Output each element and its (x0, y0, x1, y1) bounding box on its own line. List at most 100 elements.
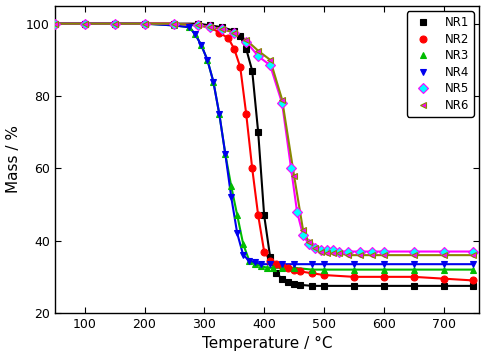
NR4 (228, 195, 234, 200)
NR4 (350, 262, 356, 266)
NR2 (285, 266, 290, 270)
NR4 (246, 258, 252, 263)
NR3 (222, 152, 228, 156)
NR4 (52, 21, 58, 26)
NR5 (82, 21, 88, 26)
NR2 (308, 271, 314, 275)
NR6 (300, 228, 305, 232)
NR6 (279, 97, 285, 102)
NR4 (252, 260, 257, 265)
NR1 (255, 130, 260, 134)
NR5 (469, 250, 475, 254)
NR5 (311, 246, 317, 250)
NR3 (111, 21, 117, 26)
NR1 (111, 21, 117, 26)
NR6 (52, 21, 58, 26)
NR5 (171, 21, 177, 26)
NR5 (318, 247, 323, 252)
NR1 (320, 284, 326, 288)
NR2 (320, 273, 326, 277)
NR5 (243, 40, 249, 44)
NR4 (469, 262, 475, 266)
NR3 (257, 264, 263, 268)
NR3 (228, 184, 234, 188)
NR2 (141, 21, 147, 26)
Line: NR4: NR4 (51, 20, 476, 268)
NR5 (329, 247, 335, 252)
NR1 (171, 21, 177, 26)
NR6 (219, 27, 225, 31)
NR5 (267, 63, 272, 67)
NR4 (440, 262, 446, 266)
NR3 (380, 267, 386, 272)
NR3 (210, 79, 216, 84)
NR6 (243, 38, 249, 42)
NR6 (255, 49, 260, 53)
NR1 (249, 69, 255, 73)
NR1 (308, 284, 314, 288)
NR4 (82, 21, 88, 26)
NR4 (279, 262, 285, 266)
NR6 (440, 253, 446, 257)
NR3 (290, 266, 296, 270)
NR1 (261, 213, 267, 217)
NR2 (52, 21, 58, 26)
NR2 (82, 21, 88, 26)
NR6 (267, 58, 272, 62)
NR3 (410, 267, 416, 272)
NR1 (52, 21, 58, 26)
NR2 (469, 278, 475, 283)
NR2 (207, 25, 213, 29)
NR6 (344, 253, 350, 257)
NR1 (410, 284, 416, 288)
NR1 (440, 284, 446, 288)
NR6 (380, 253, 386, 257)
NR5 (52, 21, 58, 26)
NR1 (350, 284, 356, 288)
NR4 (186, 25, 192, 29)
NR3 (440, 267, 446, 272)
NR3 (308, 267, 314, 272)
NR4 (308, 262, 314, 266)
Line: NR3: NR3 (51, 20, 476, 273)
NR3 (234, 213, 240, 217)
NR4 (410, 262, 416, 266)
NR2 (255, 213, 260, 217)
NR1 (469, 284, 475, 288)
NR6 (329, 251, 335, 256)
NR3 (350, 267, 356, 272)
NR3 (192, 32, 198, 37)
NR1 (279, 277, 285, 281)
NR2 (237, 65, 242, 69)
NR6 (368, 253, 374, 257)
NR1 (207, 23, 213, 27)
NR2 (440, 277, 446, 281)
NR2 (380, 275, 386, 279)
NR6 (82, 21, 88, 26)
NR3 (141, 21, 147, 26)
NR3 (216, 112, 222, 116)
NR4 (171, 23, 177, 27)
NR6 (231, 31, 237, 35)
NR6 (111, 21, 117, 26)
Line: NR5: NR5 (51, 20, 476, 255)
NR2 (279, 264, 285, 268)
NR5 (380, 250, 386, 254)
NR6 (305, 240, 311, 245)
NR6 (410, 253, 416, 257)
NR2 (249, 166, 255, 171)
NR4 (198, 43, 204, 47)
NR3 (279, 266, 285, 270)
NR5 (195, 23, 201, 27)
NR6 (311, 246, 317, 250)
NR4 (216, 112, 222, 116)
NR5 (300, 233, 305, 237)
NR4 (222, 152, 228, 156)
NR4 (204, 58, 210, 62)
NR4 (267, 262, 272, 266)
NR3 (198, 43, 204, 47)
NR5 (287, 166, 293, 171)
NR6 (207, 25, 213, 29)
Line: NR6: NR6 (51, 20, 476, 258)
NR1 (290, 282, 296, 286)
